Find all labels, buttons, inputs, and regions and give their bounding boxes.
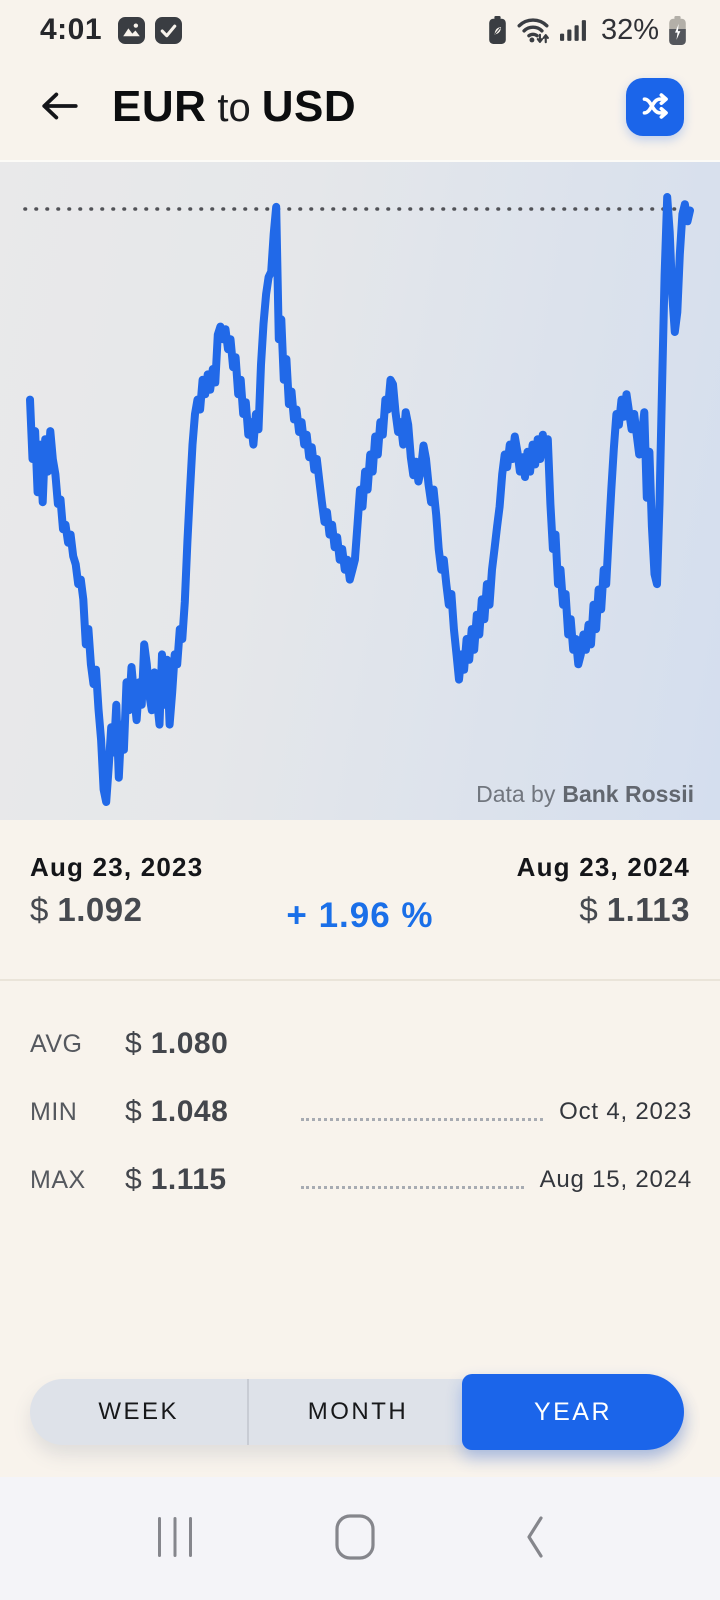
- stat-date: Aug 15, 2024: [539, 1166, 692, 1193]
- stat-date: Oct 4, 2023: [559, 1098, 692, 1125]
- start-price: $1.092: [30, 891, 143, 928]
- shuffle-icon: [636, 87, 674, 128]
- tab-year[interactable]: YEAR: [462, 1374, 684, 1450]
- checkbox-icon: [155, 16, 183, 44]
- status-time: 4:01: [40, 13, 103, 46]
- range-selector: WEEK MONTH YEAR: [0, 1374, 720, 1452]
- status-bar: 4:01 32%: [0, 0, 720, 54]
- tab-week[interactable]: WEEK: [30, 1379, 250, 1445]
- stat-value: $1.115: [125, 1163, 227, 1196]
- stat-row-max: MAX $1.115 Aug 15, 2024: [30, 1157, 692, 1203]
- stat-label: MAX: [30, 1165, 86, 1194]
- gallery-icon: [118, 16, 146, 44]
- end-date: Aug 23, 2024: [516, 852, 690, 882]
- stats-panel: AVG $1.080 MIN $1.048 Oct 4, 2023 MAX $1…: [0, 981, 720, 1203]
- stat-value: $1.080: [125, 1027, 229, 1060]
- dotted-leader: [301, 1186, 524, 1189]
- battery-percent: 32%: [600, 13, 659, 46]
- stat-label: MIN: [30, 1097, 78, 1126]
- currency-from: EUR: [112, 82, 207, 131]
- change-block: + 1.96 %: [203, 882, 516, 936]
- stat-label: AVG: [30, 1029, 83, 1058]
- back-arrow-icon: [39, 89, 81, 126]
- battery-charging-icon: [669, 15, 686, 45]
- stat-row-min: MIN $1.048 Oct 4, 2023: [30, 1089, 692, 1135]
- recents-icon: [158, 1516, 192, 1561]
- recents-button[interactable]: [140, 1504, 210, 1574]
- section-divider: [0, 979, 720, 981]
- home-icon: [335, 1514, 375, 1563]
- attribution-prefix: Data by: [476, 781, 556, 807]
- swap-currencies-button[interactable]: [626, 78, 684, 136]
- attribution-source: Bank Rossii: [562, 781, 694, 807]
- stat-row-avg: AVG $1.080: [30, 1021, 692, 1067]
- rate-chart[interactable]: Data by Bank Rossii: [0, 160, 720, 820]
- back-icon: [526, 1515, 544, 1562]
- tab-month[interactable]: MONTH: [307, 1398, 409, 1425]
- rate-line: [26, 193, 694, 806]
- wifi-arrows-icon: [516, 15, 550, 45]
- back-nav-button[interactable]: [500, 1504, 570, 1574]
- currency-symbol: $: [579, 891, 598, 928]
- currency-to: USD: [261, 82, 357, 131]
- chart-attribution: Data by Bank Rossii: [476, 781, 694, 808]
- currency-symbol: $: [30, 891, 49, 928]
- stat-value: $1.048: [125, 1095, 229, 1128]
- period-start-block: Aug 23, 2023 $1.092: [30, 852, 203, 965]
- dotted-leader: [301, 1118, 544, 1121]
- system-nav-bar: [0, 1477, 720, 1600]
- home-button[interactable]: [320, 1504, 390, 1574]
- signal-bars-icon: [559, 19, 587, 41]
- end-price: $1.113: [579, 891, 690, 928]
- percent-change: + 1.96 %: [286, 895, 434, 935]
- header: EUR to USD: [0, 54, 720, 160]
- start-date: Aug 23, 2023: [30, 852, 204, 882]
- power-saver-icon: [489, 16, 506, 44]
- title-connector: to: [217, 86, 251, 130]
- page-title: EUR to USD: [112, 82, 626, 132]
- back-button[interactable]: [32, 79, 88, 135]
- summary-panel: Aug 23, 2023 $1.092 + 1.96 % Aug 23, 202…: [0, 820, 720, 965]
- period-end-block: Aug 23, 2024 $1.113: [517, 852, 690, 965]
